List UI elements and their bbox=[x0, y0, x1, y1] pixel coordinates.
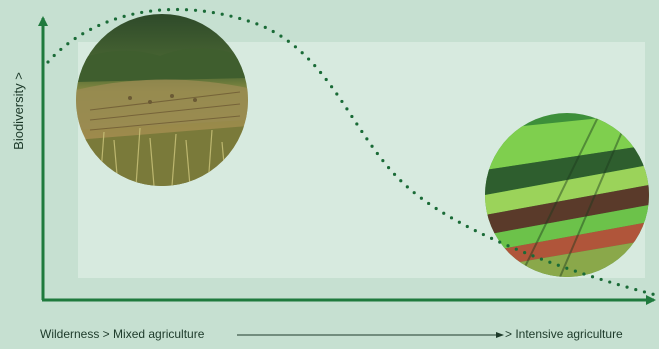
biodiversity-curve bbox=[46, 7, 658, 297]
x-axis-label-left: Wilderness > Mixed agriculture bbox=[40, 327, 205, 341]
intensive-agriculture-photo bbox=[485, 113, 649, 277]
y-axis-label: Biodiversity > bbox=[11, 72, 26, 150]
x-axis-label-right: > Intensive agriculture bbox=[505, 327, 623, 341]
mixed-agriculture-photo bbox=[76, 14, 248, 186]
